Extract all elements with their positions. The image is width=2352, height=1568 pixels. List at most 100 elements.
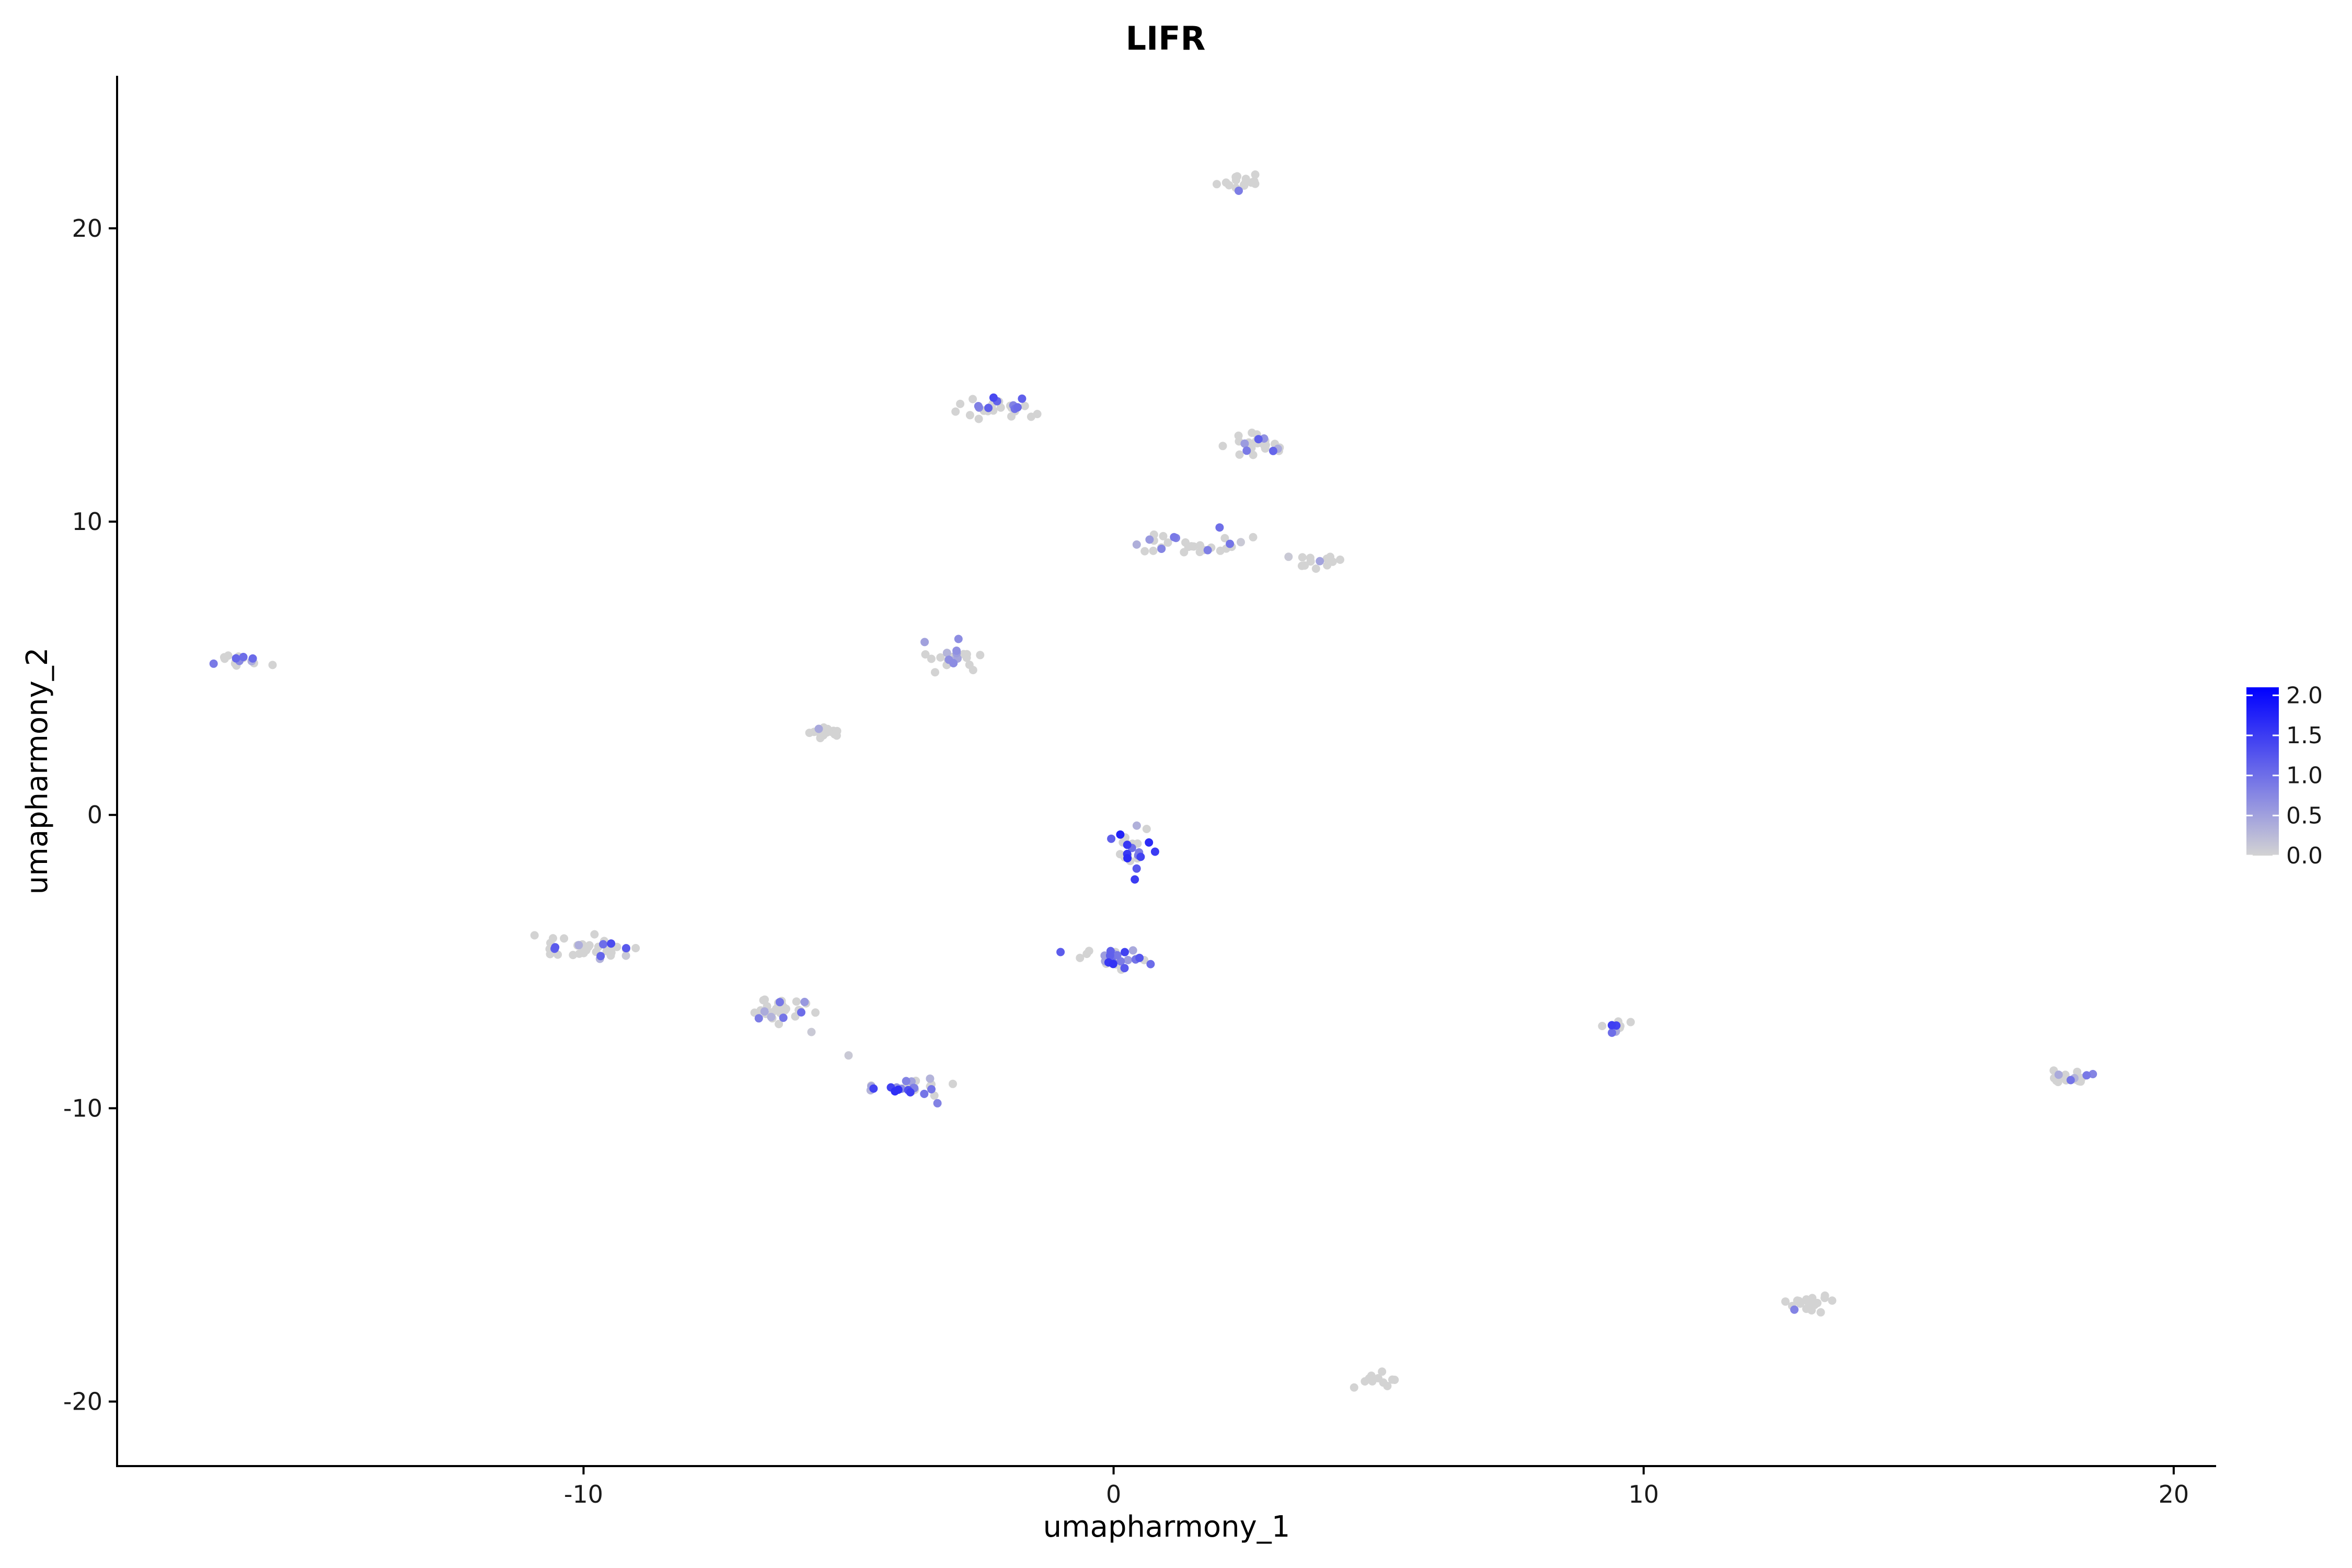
cell-point [582,946,591,955]
cell-point [1220,534,1229,543]
cell-point [574,941,583,950]
cell-point [792,997,801,1006]
cell-point [1107,834,1116,843]
cell-point [942,649,951,658]
cell-point [989,393,998,402]
cell-point [569,951,578,960]
cell-point [1170,533,1179,541]
legend-tick-label: 1.5 [2286,722,2323,749]
cell-point [951,407,960,416]
cell-point [1242,446,1251,455]
cell-point [599,940,607,949]
cell-point [844,1051,853,1060]
cell-point [1163,538,1172,547]
cell-point [209,659,218,668]
cell-point [767,1012,776,1021]
scatter-points [209,170,2097,1392]
cell-point [1082,950,1091,958]
cell-point [930,1091,939,1100]
y-tick-label: -20 [63,1388,102,1416]
cell-point [949,659,958,667]
cell-point [1626,1018,1635,1027]
cell-point [1796,1299,1805,1308]
cell-point [1149,546,1158,555]
cell-point [1033,410,1042,419]
y-axis-ticks: -20 -10 0 10 20 [63,214,117,1416]
cell-point [1132,540,1141,549]
cell-point [575,949,584,958]
cell-point [1218,442,1227,451]
cell-point [1113,951,1122,960]
cell-point [976,651,985,660]
y-tick-label: -10 [63,1094,102,1122]
cell-point [832,731,841,740]
cell-point [797,1008,805,1017]
cell-point [1239,180,1248,189]
cell-point [931,668,939,677]
cell-point [2089,1070,2097,1078]
cell-point [1136,852,1145,861]
cell-point [954,635,963,643]
x-tick-label: 10 [1628,1480,1659,1508]
cell-point [1350,1383,1358,1392]
x-axis-ticks: -10 0 10 20 [564,1466,2189,1508]
cell-point [1234,431,1243,440]
cell-point [631,944,640,952]
cell-point [921,650,930,659]
cell-point [1145,535,1154,544]
cell-point [1828,1296,1837,1305]
cell-point [1109,960,1117,969]
cell-point [902,1077,910,1086]
cell-point [602,947,611,955]
cell-point [1378,1367,1387,1376]
cell-point [779,1013,788,1022]
cell-point [1306,557,1315,566]
cell-point [1123,840,1132,849]
cell-point [1231,172,1240,181]
cell-point [1076,953,1085,962]
cell-point [1328,557,1337,566]
cell-point [1140,547,1149,556]
cell-point [1013,403,1022,412]
x-tick-label: 0 [1106,1480,1121,1508]
cell-point [926,1074,935,1083]
y-axis-label: umapharmony_2 [20,648,54,895]
cell-point [1816,1308,1825,1317]
cell-point [1608,1028,1617,1037]
cell-point [936,653,945,662]
cell-point [920,1089,929,1098]
cell-point [239,653,248,661]
cell-point [1226,539,1235,548]
cell-point [1116,957,1125,966]
cell-point [1249,533,1258,541]
cell-point [949,1079,957,1088]
cell-point [1261,441,1270,449]
x-axis-label: umapharmony_1 [1043,1510,1290,1544]
cell-point [1216,546,1225,555]
cell-point [551,943,560,952]
cell-point [969,395,977,403]
cell-point [959,650,968,659]
cell-point [760,1007,769,1016]
cell-point [1159,532,1168,540]
cell-point [1142,825,1151,833]
cell-point [1145,838,1154,847]
cell-point [800,998,809,1006]
cell-point [1607,1021,1616,1030]
cell-point [1235,187,1243,195]
cell-point [530,931,539,940]
cell-point [1247,178,1256,187]
x-tick-label: 20 [2159,1480,2189,1508]
cell-point [772,1005,780,1013]
cell-point [869,1084,878,1093]
cell-point [933,1099,942,1108]
legend-tick-label: 2.0 [2286,682,2323,709]
cell-point [1132,864,1141,873]
cell-point [969,666,977,674]
cell-point [927,654,936,663]
x-tick-label: -10 [564,1480,603,1508]
color-legend-bar [2246,687,2279,856]
cell-point [952,647,961,655]
cell-point [560,934,569,943]
